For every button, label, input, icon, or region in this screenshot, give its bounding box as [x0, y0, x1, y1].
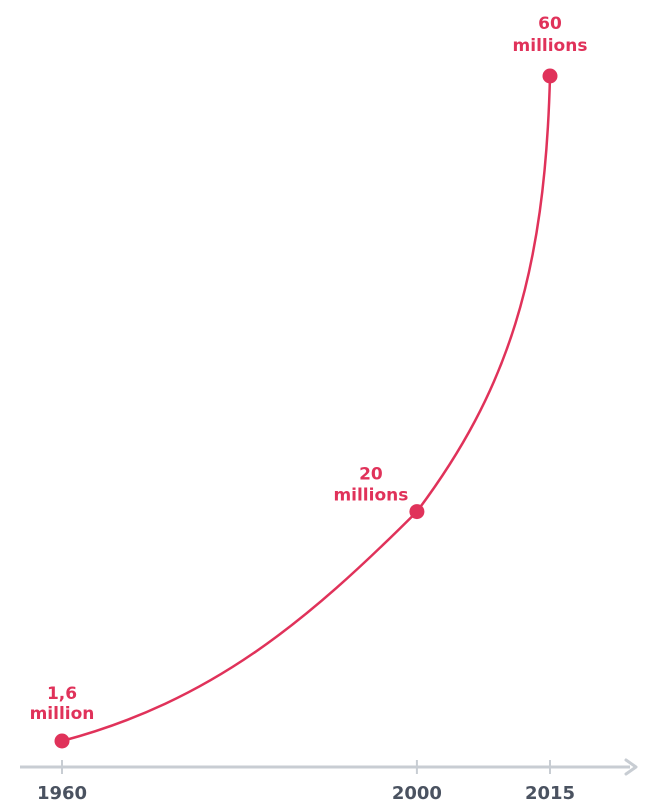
series-line	[61, 75, 552, 743]
data-point	[409, 504, 425, 520]
data-label: million	[30, 704, 95, 724]
x-axis	[20, 758, 638, 776]
data-points	[54, 68, 558, 749]
data-label: millions	[513, 36, 588, 56]
data-point	[54, 733, 70, 749]
data-point	[542, 68, 558, 84]
data-label: 20	[359, 465, 383, 485]
x-tick-labels: 1960 2000 2015	[37, 760, 575, 804]
x-axis-arrow-icon	[624, 758, 638, 776]
data-label: millions	[333, 486, 408, 506]
x-tick-label: 2015	[525, 783, 575, 804]
x-tick-label: 2000	[392, 783, 442, 804]
data-label: 60	[538, 14, 562, 34]
x-tick-label: 1960	[37, 783, 87, 804]
data-label: 1,6	[47, 684, 77, 704]
series-curve-group	[61, 75, 552, 743]
